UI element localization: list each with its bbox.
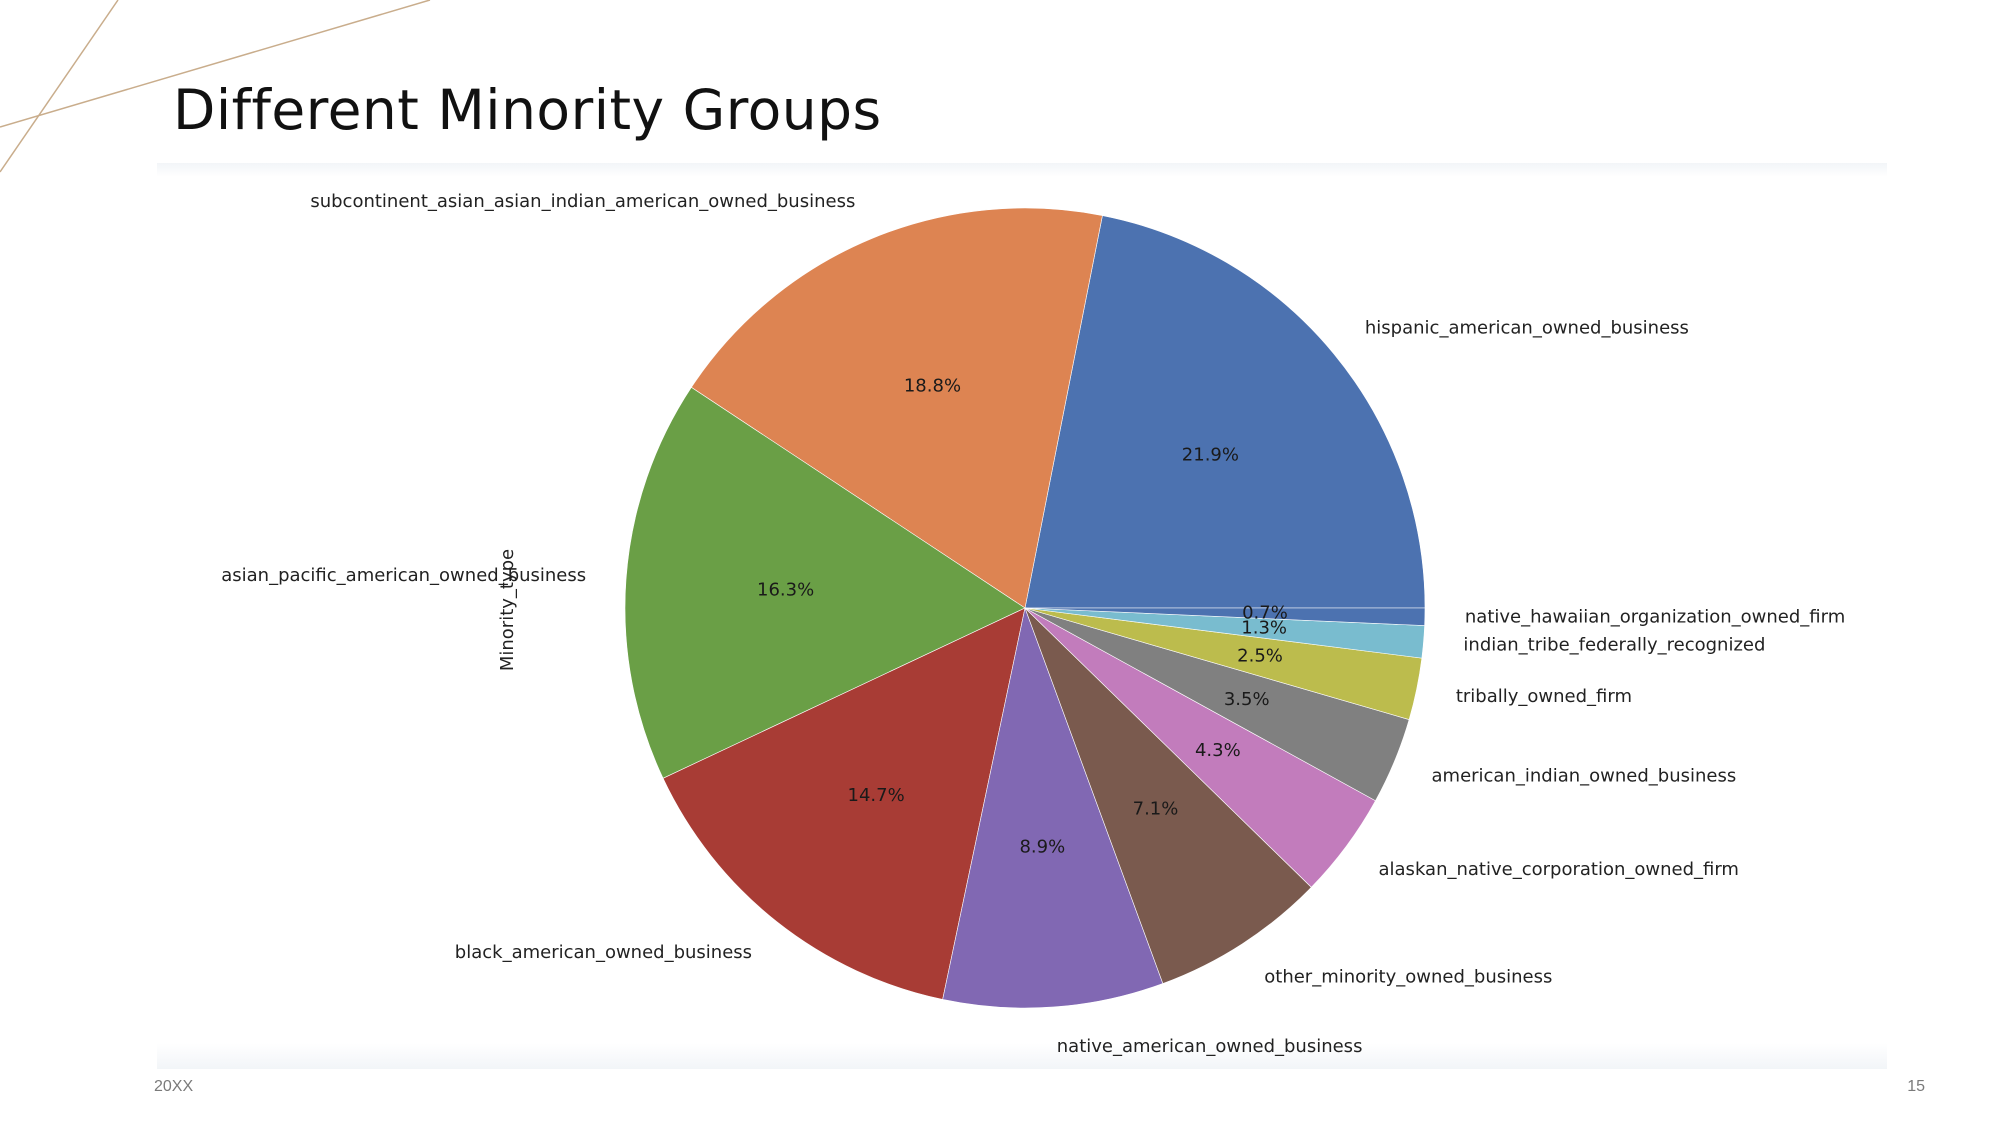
page-number: 15 [1907, 1078, 1925, 1095]
pie-slice-asian-pacific-american-owned-business [624, 386, 1026, 779]
pct-label-indian-tribe-federally-recognized: 1.3% [1241, 617, 1287, 638]
accent-line [0, 0, 119, 173]
pct-label-alaskan-native-corporation-owned-firm: 4.3% [1195, 740, 1241, 761]
slice-label-other-minority-owned-business: other_minority_owned_business [1264, 966, 1552, 987]
pie-slice-native-american-owned-business [942, 606, 1164, 1009]
pie-slice-other-minority-owned-business [1024, 607, 1312, 984]
category-labels: hispanic_american_owned_business subconti… [221, 191, 1845, 1057]
percent-labels: 21.9% 18.8% 16.3% 14.7% 8.9% 7.1% 4.3% 3.5% 2.5%… [757, 376, 1288, 858]
pie-slice-black-american-owned-business [662, 607, 1026, 1000]
pct-label-american-indian-owned-business: 3.5% [1224, 689, 1270, 710]
slice-label-american-indian-owned-business: american_indian_owned_business [1432, 765, 1737, 786]
pie-slice-native-hawaiian-organization-owned-firm [1024, 607, 1426, 626]
decorative-accent-lines [0, 0, 431, 173]
pct-label-asian-pacific-american-owned-business: 16.3% [757, 580, 814, 601]
y-axis-label: Minority_type [497, 549, 518, 671]
slice-label-native-hawaiian-organization-owned-firm: native_hawaiian_organization_owned_firm [1465, 607, 1845, 628]
accent-line [0, 0, 431, 128]
pct-label-other-minority-owned-business: 7.1% [1133, 798, 1179, 819]
pie-slice-hispanic-american-owned-business [1024, 215, 1426, 609]
slice-label-asian-pacific-american-owned-business: asian_pacific_american_owned_business [221, 565, 586, 586]
chart-panel: 21.9% 18.8% 16.3% 14.7% 8.9% 7.1% 4.3% 3.5% 2.5%… [157, 163, 1887, 1069]
footer-date: 20XX [154, 1078, 194, 1095]
slice-label-tribally-owned-firm: tribally_owned_firm [1456, 686, 1632, 707]
pct-label-tribally-owned-firm: 2.5% [1237, 646, 1283, 667]
pct-label-native-american-owned-business: 8.9% [1019, 836, 1065, 857]
pct-label-hispanic-american-owned-business: 21.9% [1182, 445, 1239, 466]
slice-label-subcontinent-asian-asian-indian-american-owned-business: subcontinent_asian_asian_indian_american… [310, 191, 855, 212]
slice-label-indian-tribe-federally-recognized: indian_tribe_federally_recognized [1463, 634, 1765, 655]
pie-slice-subcontinent-asian-asian-indian-american-owned-business [690, 207, 1103, 609]
pie-chart: 21.9% 18.8% 16.3% 14.7% 8.9% 7.1% 4.3% 3.5% 2.5%… [221, 191, 1845, 1057]
pct-label-subcontinent-asian-asian-indian-american-owned-business: 18.8% [904, 376, 961, 397]
slice-label-hispanic-american-owned-business: hispanic_american_owned_business [1365, 318, 1689, 339]
slice-label-black-american-owned-business: black_american_owned_business [455, 942, 752, 963]
pct-label-black-american-owned-business: 14.7% [848, 785, 905, 806]
slice-label-native-american-owned-business: native_american_owned_business [1057, 1036, 1363, 1057]
pie-slices [624, 207, 1426, 1009]
slice-label-alaskan-native-corporation-owned-firm: alaskan_native_corporation_owned_firm [1379, 859, 1739, 880]
slide-title: Different Minority Groups [173, 78, 882, 142]
pct-label-native-hawaiian-organization-owned-firm: 0.7% [1242, 602, 1288, 623]
